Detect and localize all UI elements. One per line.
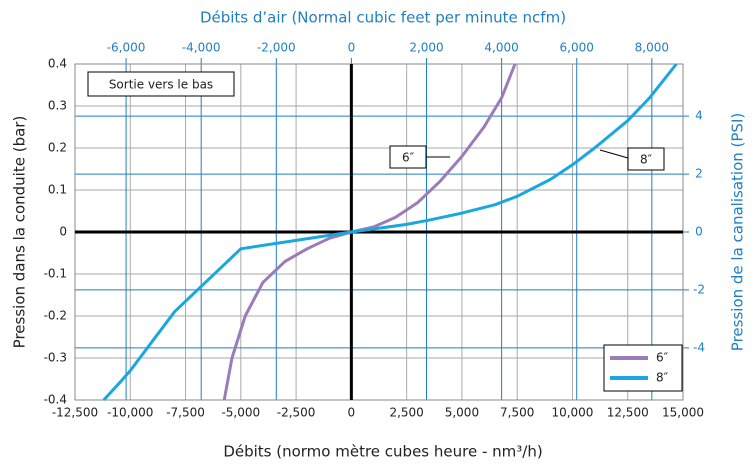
x-tick-label: 0 [348,406,356,420]
y2-tick-label: 2 [695,167,703,181]
y-axis-label: Pression dans la conduite (bar) [11,116,29,349]
legend-label: 8″ [656,371,669,385]
x-tick-label: 12,500 [607,406,649,420]
annotation: 8″ [640,153,653,167]
legend-box [603,344,683,392]
x2-tick-label: -6,000 [107,41,146,55]
x2-tick-label: 4,000 [484,41,518,55]
x-tick-label: -12,500 [52,406,98,420]
x-tick-label: 15,000 [662,406,704,420]
series-line [102,63,678,402]
x-tick-label: 10,000 [551,406,593,420]
annotation: Sortie vers le bas [109,78,213,92]
y-tick-label: 0.1 [48,183,67,197]
y-tick-label: -0.2 [44,309,67,323]
y2-axis-label: Pression de la canalisation (PSI) [729,113,747,351]
annotation-box [87,71,235,97]
y2-tick-label: -2 [693,282,705,296]
x-axis-label: Débits (normo mètre cubes heure - nm³/h) [223,443,542,461]
annotation-box [389,145,427,169]
y-tick-label: 0.3 [48,99,67,113]
x-tick-label: -2,500 [277,406,316,420]
x2-tick-label: 8,000 [635,41,669,55]
x2-tick-label: 2,000 [409,41,443,55]
x2-tick-label: 0 [348,41,356,55]
leader-line [599,149,629,159]
x2-tick-label: 6,000 [560,41,594,55]
x-tick-label: -7,500 [166,406,205,420]
x2-tick-label: -4,000 [182,41,221,55]
x-tick-label: 2,500 [389,406,423,420]
y-tick-label: -0.1 [44,267,67,281]
y2-tick-label: 4 [695,109,703,123]
x-tick-label: 5,000 [445,406,479,420]
annotation-box [627,147,665,171]
x-tick-label: -10,000 [107,406,153,420]
legend-label: 6″ [656,351,669,365]
y-tick-label: 0.4 [48,57,67,71]
y-tick-label: -0.4 [44,393,67,407]
y-tick-label: 0 [59,225,67,239]
y-tick-label: 0.2 [48,141,67,155]
y-tick-label: -0.3 [44,351,67,365]
annotation: 6″ [402,151,415,165]
y2-tick-label: -4 [693,340,705,354]
x2-tick-label: -2,000 [257,41,296,55]
y2-tick-label: 0 [695,225,703,239]
x-tick-label: -5,000 [221,406,260,420]
chart-title: Débits d’air (Normal cubic feet per minu… [200,9,566,27]
x-tick-label: 7,500 [500,406,534,420]
